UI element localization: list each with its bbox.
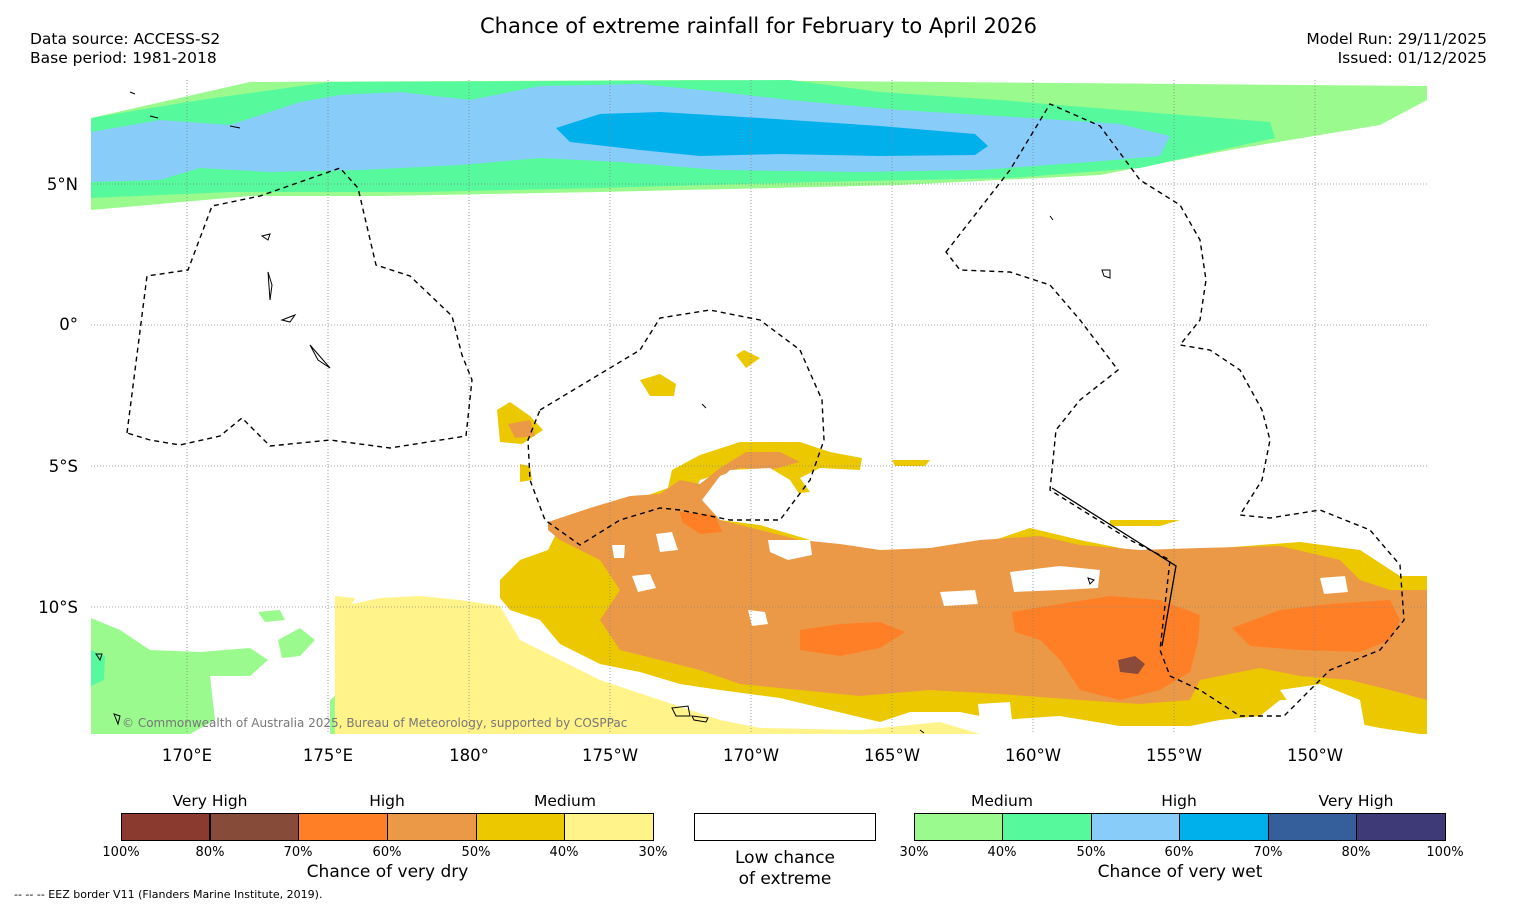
dry-category-label: Medium [534, 792, 596, 810]
wet-medium-sw-region [91, 618, 268, 734]
wet-tick: 100% [1426, 845, 1464, 860]
lon-label: 175°W [581, 746, 639, 765]
low-chance-swatch [694, 813, 876, 841]
wet-medium-islet [258, 610, 285, 622]
dry-tick: 50% [461, 845, 491, 860]
eez-footnote: -- -- -- EEZ border V11 (Flanders Marine… [14, 888, 323, 901]
dry-swatch-70-80 [210, 813, 299, 841]
low-chance-line1: Low chance [735, 848, 835, 868]
wet-swatch-80-100 [1356, 813, 1446, 841]
map-title: Chance of extreme rainfall for February … [480, 14, 1037, 38]
dry-category-label: High [369, 792, 405, 810]
dry-swatch-50-60 [387, 813, 477, 841]
low-chance-label: Low chance of extreme [694, 848, 876, 890]
lat-label: 0° [59, 315, 78, 334]
dry-swatch-30-40 [564, 813, 654, 841]
wet-legend-title: Chance of very wet [1097, 862, 1263, 882]
wet-tick: 70% [1253, 845, 1283, 860]
data-source: Data source: ACCESS-S2 [30, 30, 221, 48]
wet-swatch-50-60 [1091, 813, 1180, 841]
wet-swatch-70-80 [1268, 813, 1357, 841]
model-run: Model Run: 29/11/2025 [1306, 30, 1487, 48]
lon-label: 165°W [863, 746, 921, 765]
rainfall-fields [91, 80, 1427, 734]
wet-category-label: Very High [1318, 792, 1394, 810]
low-chance-line2: of extreme [738, 869, 832, 889]
wet-medium-high-sw-region [91, 650, 105, 686]
wet-category-label: High [1161, 792, 1197, 810]
dry-tick: 60% [372, 845, 402, 860]
wet-very-high-region [556, 112, 988, 156]
wet-category-label: Medium [971, 792, 1033, 810]
lon-label: 150°W [1286, 746, 1344, 765]
lat-label: 5°N [46, 175, 78, 194]
copyright-notice: © Commonwealth of Australia 2025, Bureau… [122, 716, 628, 730]
dry-tick: 70% [283, 845, 313, 860]
wet-tick: 60% [1164, 845, 1194, 860]
low-chance-hole [612, 468, 1365, 728]
base-period: Base period: 1981-2018 [30, 49, 217, 67]
dry-tick: 30% [638, 845, 668, 860]
dry-legend-title: Chance of very dry [306, 862, 469, 882]
lon-label: 175°E [302, 746, 354, 765]
lon-label: 155°W [1145, 746, 1203, 765]
issued-date: Issued: 01/12/2025 [1337, 49, 1487, 67]
eez-borders [126, 103, 1405, 717]
dry-very-high-region [1118, 656, 1145, 674]
lon-label: 170°E [161, 746, 213, 765]
dry-swatch-40-50 [476, 813, 565, 841]
dry-category-label: Very High [172, 792, 248, 810]
dry-swatch-60-70 [298, 813, 388, 841]
lon-label: 180° [449, 746, 489, 765]
metadata-right: Model Run: 29/11/2025 Issued: 01/12/2025 [1306, 30, 1487, 68]
wet-tick: 50% [1076, 845, 1106, 860]
dry-tick: 80% [195, 845, 225, 860]
dry-tick: 40% [549, 845, 579, 860]
lon-label: 170°W [722, 746, 780, 765]
eez-solid-border [1051, 487, 1177, 647]
wet-swatch-30-40 [914, 813, 1003, 841]
wet-tick: 30% [899, 845, 929, 860]
wet-tick: 40% [987, 845, 1017, 860]
wet-tick: 80% [1341, 845, 1371, 860]
lat-label: 5°S [48, 457, 78, 476]
dry-tick: 100% [102, 845, 140, 860]
lat-label: 10°S [38, 598, 78, 617]
dry-low-region [335, 596, 980, 734]
lon-label: 160°W [1004, 746, 1062, 765]
dry-swatch-80-100 [121, 813, 210, 841]
wet-swatch-60-70 [1179, 813, 1269, 841]
wet-medium-sw2-region [278, 628, 315, 658]
islands [95, 91, 1111, 734]
metadata-left: Data source: ACCESS-S2 Base period: 1981… [30, 30, 220, 68]
wet-swatch-40-50 [1002, 813, 1092, 841]
